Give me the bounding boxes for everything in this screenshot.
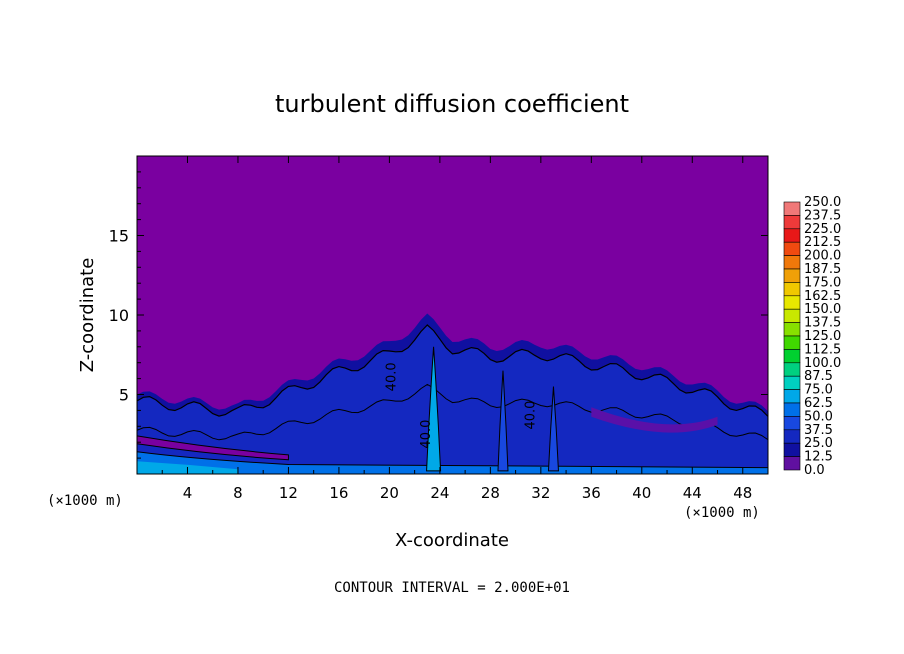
colorbar-cell bbox=[783, 442, 801, 457]
contour-interval-note: CONTOUR INTERVAL = 2.000E+01 bbox=[334, 580, 570, 596]
chart-title: turbulent diffusion coefficient bbox=[275, 90, 629, 118]
x-tick-label: 40 bbox=[632, 484, 651, 502]
colorbar-cell bbox=[783, 335, 801, 350]
x-tick-label: 24 bbox=[430, 484, 449, 502]
plot-area: 40.040.040.0 4 8 12 16 20 24 28 32 36 40 44 48 5101… bbox=[109, 155, 769, 502]
z-unit-label: (×1000 m) bbox=[47, 493, 123, 509]
y-tick-label: 5 bbox=[119, 386, 129, 405]
contour-label: 40.0 bbox=[524, 401, 539, 430]
colorbar-label: 37.5 bbox=[804, 423, 833, 438]
colorbar-label: 12.5 bbox=[804, 450, 833, 465]
x-tick-label: 8 bbox=[233, 484, 243, 502]
colorbar-cell bbox=[783, 228, 801, 243]
colorbar-label: 175.0 bbox=[804, 275, 841, 290]
colorbar-label: 237.5 bbox=[804, 208, 841, 223]
colorbar-cell bbox=[783, 241, 801, 256]
colorbar-cell bbox=[783, 456, 801, 471]
x-tick-label: 28 bbox=[481, 484, 500, 502]
colorbar-label: 100.0 bbox=[804, 356, 841, 371]
colorbar-cell bbox=[783, 255, 801, 270]
contour-label: 40.0 bbox=[385, 362, 400, 391]
y-axis-label: Z-coordinate bbox=[77, 258, 98, 373]
colorbar-label: 75.0 bbox=[804, 383, 833, 398]
colorbar-cell bbox=[783, 215, 801, 230]
contour-label: 40.0 bbox=[419, 420, 434, 449]
wave-band bbox=[591, 407, 718, 433]
colorbar-cell bbox=[783, 295, 801, 310]
plume bbox=[497, 370, 509, 472]
colorbar-label: 250.0 bbox=[804, 195, 841, 210]
colorbar-label: 200.0 bbox=[804, 249, 841, 264]
x-tick-label: 44 bbox=[683, 484, 702, 502]
colorbar-label: 112.5 bbox=[804, 342, 841, 357]
surface-band bbox=[137, 435, 289, 461]
colorbar-cell bbox=[783, 282, 801, 297]
y-tick-label: 15 bbox=[109, 227, 129, 246]
x-tick-label: 16 bbox=[329, 484, 348, 502]
plume bbox=[547, 386, 559, 472]
colorbar-label: 212.5 bbox=[804, 235, 841, 250]
colorbar-label: 225.0 bbox=[804, 222, 841, 237]
x-tick-label: 48 bbox=[733, 484, 752, 502]
colorbar-cell bbox=[783, 375, 801, 390]
plume bbox=[426, 346, 442, 472]
colorbar-label: 50.0 bbox=[804, 409, 833, 424]
colorbar-label: 87.5 bbox=[804, 369, 833, 384]
colorbar-label: 125.0 bbox=[804, 329, 841, 344]
colorbar-cell bbox=[783, 201, 801, 216]
colorbar-cell bbox=[783, 416, 801, 431]
colorbar-cell bbox=[783, 429, 801, 444]
x-tick-label: 32 bbox=[531, 484, 550, 502]
x-tick-label: 4 bbox=[183, 484, 193, 502]
colorbar-label: 25.0 bbox=[804, 436, 833, 451]
x-ticks: 4 8 12 16 20 24 28 32 36 40 44 48 bbox=[161, 156, 752, 502]
colorbar: 250.0237.5225.0212.5200.0187.5175.0162.5… bbox=[783, 195, 841, 478]
colorbar-label: 137.5 bbox=[804, 316, 841, 331]
colorbar-cell bbox=[783, 402, 801, 417]
colorbar-cell bbox=[783, 362, 801, 377]
y-ticks: 5 10 15 bbox=[109, 171, 768, 459]
colorbar-cell bbox=[783, 322, 801, 337]
colorbar-label: 0.0 bbox=[804, 463, 825, 478]
colorbar-label: 62.5 bbox=[804, 396, 833, 411]
colorbar-label: 150.0 bbox=[804, 302, 841, 317]
colorbar-cell bbox=[783, 349, 801, 364]
colorbar-cell bbox=[783, 268, 801, 283]
colorbar-label: 187.5 bbox=[804, 262, 841, 277]
x-tick-label: 12 bbox=[279, 484, 298, 502]
x-axis-label: X-coordinate bbox=[395, 530, 509, 551]
surface-layer bbox=[137, 451, 768, 474]
colorbar-cell bbox=[783, 308, 801, 323]
colorbar-label: 162.5 bbox=[804, 289, 841, 304]
colorbar-cell bbox=[783, 389, 801, 404]
boundary-layer-inner bbox=[137, 383, 768, 474]
x-tick-label: 36 bbox=[582, 484, 601, 502]
x-unit-label: (×1000 m) bbox=[684, 505, 760, 521]
x-tick-label: 20 bbox=[380, 484, 399, 502]
y-tick-label: 10 bbox=[109, 306, 129, 325]
